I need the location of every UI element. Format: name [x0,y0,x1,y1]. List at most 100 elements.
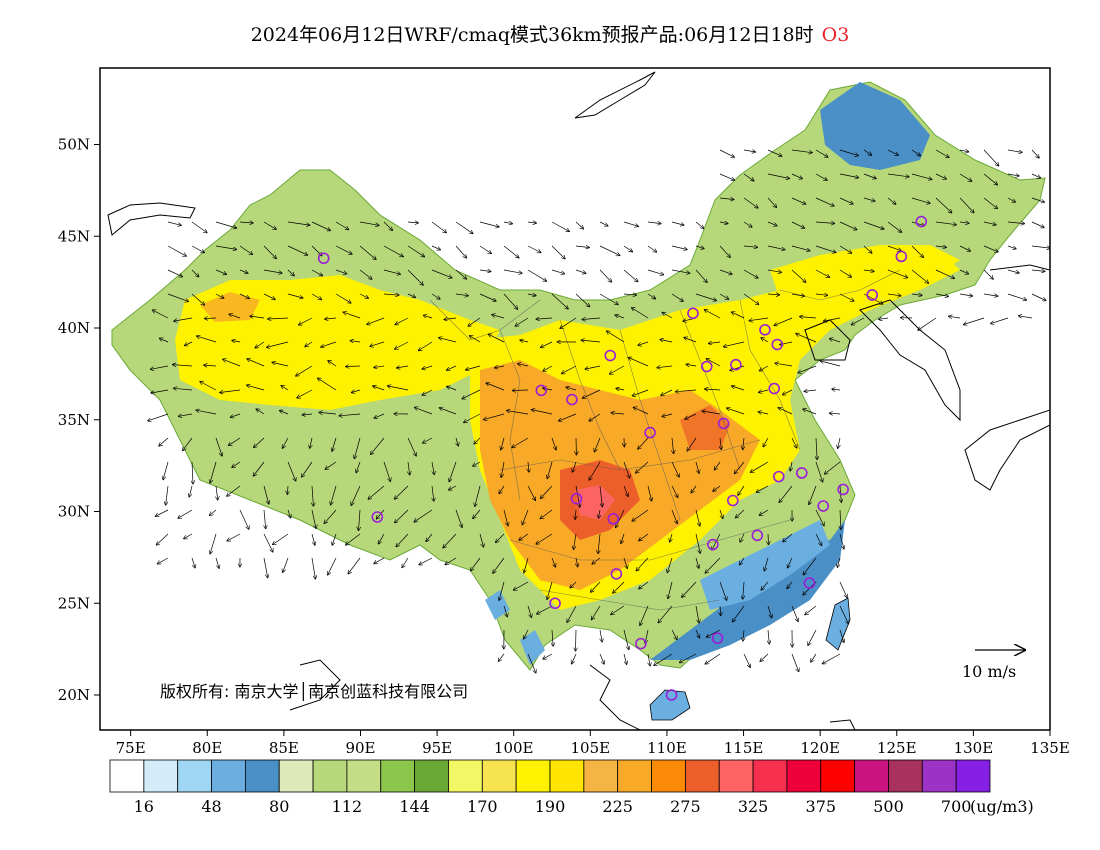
city-station-marker [549,597,561,610]
wind-arrow [676,390,697,392]
colorbar-swatch [617,759,652,793]
wind-arrow [791,149,812,153]
wind-arrow [273,533,289,545]
wind-arrow [157,533,169,545]
wind-arrow [302,461,313,477]
wind-arrow [515,317,529,326]
wind-arrow [1031,197,1044,202]
wind-arrow [719,293,729,299]
wind-arrow [598,533,600,554]
wind-arrow [1007,174,1019,176]
wind-arrow [1031,245,1050,248]
wind-arrow [767,605,772,618]
wind-arrow [695,557,699,568]
wind-arrow [768,629,769,644]
wind-arrow [189,485,193,497]
wind-arrow [414,509,433,522]
wind-arrow [671,293,683,301]
wind-arrow [815,149,828,157]
wind-arrow [239,269,248,273]
wind-arrow [373,386,385,391]
map-frame [99,67,1051,731]
wind-arrow [513,390,529,391]
city-stations [317,215,928,701]
wind-arrow [470,336,481,343]
wind-arrow [983,149,999,166]
wind-arrow [383,221,392,230]
lon-label: 120E [800,739,840,757]
wind-arrow [639,533,649,541]
wind-arrow [527,605,531,617]
wind-arrow [167,269,182,277]
wind-arrow [695,293,716,301]
wind-arrow [761,581,769,590]
wind-arrow [431,221,446,233]
wind-arrow [503,245,519,258]
wind-arrow [527,294,536,296]
wind-arrow [591,581,601,592]
wind-arrow [263,293,275,299]
wind-arrow [632,308,649,319]
wind-arrow [585,365,601,369]
wind-arrow [767,149,782,156]
wind-arrow [407,269,423,285]
wind-arrow [167,293,188,301]
wind-arrow [324,509,337,523]
wind-arrow [331,485,337,505]
wind-arrow [449,485,457,490]
wind-arrow [479,270,491,272]
wind-arrow [621,533,625,543]
wind-arrow [959,197,974,213]
colorbar-swatch [211,759,246,793]
wind-arrow [311,533,315,545]
wind-arrow [388,386,409,391]
city-station-marker [566,393,578,406]
wind-arrow [756,485,769,492]
wind-arrow [415,407,433,415]
wind-arrow [671,629,677,640]
wind-arrow [267,341,289,347]
wind-arrow [695,605,699,623]
wind-arrow [839,221,857,230]
copyright-notice: 版权所有: 南京大学│南京创蓝科技有限公司 [160,681,468,701]
wind-arrow [205,318,217,319]
wind-arrow [484,413,505,420]
wind-arrow [191,293,204,305]
wind-arrow [524,557,529,573]
wind-arrow [184,533,193,539]
city-station-marker [817,500,830,512]
wind-arrow [599,269,612,282]
wind-arrow [935,221,956,225]
wind-arrow [343,312,361,319]
lon-label: 100E [494,739,534,757]
wind-arrow [720,437,721,449]
wind-arrow [658,605,673,623]
wind-arrow [468,317,481,326]
wind-arrow [667,557,673,573]
wind-arrow [815,533,822,546]
wind-arrow [623,269,638,282]
colorbar-label: 170 [467,797,498,816]
wind-vectors [148,150,1050,673]
wind-arrow [503,222,512,224]
wind-arrow [552,629,553,646]
wind-arrow [581,340,601,342]
wind-arrow [1031,149,1039,158]
wind-arrow [239,509,249,529]
wind-arrow [796,334,817,343]
city-station-marker [570,492,583,505]
wind-arrow [178,509,193,518]
wind-arrow [280,411,289,415]
wind-arrow [475,485,481,506]
wind-arrow [719,149,734,157]
colorbar-label: 500 [873,797,904,816]
city-station-marker [866,289,879,301]
wind-arrow [719,173,734,180]
wind-arrow [687,437,697,451]
wind-arrow [705,557,721,573]
wind-arrow [335,269,347,274]
wind-arrow [297,389,313,398]
wind-arrow [272,362,289,367]
wind-arrow [287,221,310,225]
lat-label: 50N [58,136,90,154]
